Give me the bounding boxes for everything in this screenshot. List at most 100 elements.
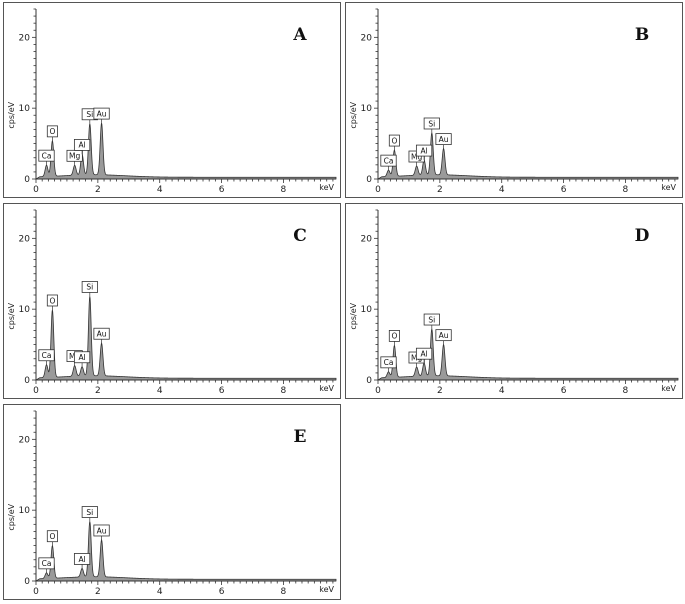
spectrum-area — [376, 327, 679, 381]
peak-label-o: O — [46, 294, 58, 310]
y-tick-label: 20 — [19, 33, 31, 43]
y-tick-label: 20 — [361, 33, 373, 43]
peak-label-si: Si — [423, 117, 440, 133]
spectrum-area — [376, 131, 679, 180]
x-tick-label: 6 — [561, 185, 567, 195]
svg-text:Si: Si — [86, 283, 93, 292]
peak-label-al: Al — [415, 144, 433, 161]
spectrum-panel-e: 0 2 4 6 8 0 10 20 keV cps/eV E Ca O Al Si Au — [3, 404, 341, 600]
svg-text:Ca: Ca — [42, 559, 52, 568]
svg-text:Au: Au — [97, 109, 107, 118]
svg-text:O: O — [391, 332, 397, 341]
svg-text:Al: Al — [78, 555, 85, 564]
y-axis-label: cps/eV — [7, 503, 16, 530]
peak-label-ca: Ca — [38, 557, 55, 573]
peak-label-si: Si — [81, 281, 98, 297]
x-tick-label: 2 — [437, 386, 443, 396]
x-axis-label: keV — [319, 384, 334, 393]
svg-text:Al: Al — [420, 350, 427, 359]
spectrum-area — [34, 521, 337, 582]
x-axis-label: keV — [661, 183, 676, 192]
svg-text:Ca: Ca — [384, 156, 394, 165]
y-tick-label: 20 — [361, 234, 373, 244]
peak-label-o: O — [388, 330, 400, 346]
x-tick-label: 6 — [219, 386, 225, 396]
spectrum-panel-a: 0 2 4 6 8 0 10 20 keV cps/eV A Ca O Mg Al Si Au — [3, 2, 341, 198]
svg-text:Au: Au — [97, 330, 107, 339]
svg-text:Au: Au — [439, 331, 449, 340]
x-tick-label: 8 — [281, 185, 287, 195]
x-tick-label: 8 — [623, 386, 629, 396]
peak-label-ca: Ca — [380, 154, 397, 171]
x-tick-label: 6 — [219, 587, 225, 597]
svg-text:O: O — [49, 127, 55, 136]
y-tick-label: 10 — [19, 305, 31, 315]
svg-text:Si: Si — [86, 508, 93, 517]
x-axis-label: keV — [319, 585, 334, 594]
x-tick-label: 4 — [157, 386, 163, 396]
x-tick-label: 0 — [375, 185, 381, 195]
panel-letter: E — [294, 427, 307, 447]
peak-label-al: Al — [73, 553, 91, 569]
svg-text:Mg: Mg — [411, 152, 422, 161]
peak-label-si: Si — [423, 313, 440, 330]
y-axis-label: cps/eV — [7, 302, 16, 329]
peak-label-o: O — [46, 125, 58, 141]
peak-label-al: Al — [73, 351, 91, 367]
spectrum-panel-b: 0 2 4 6 8 0 10 20 keV cps/eV B Ca O Mg Al Si Au — [345, 2, 683, 198]
peak-label-au: Au — [93, 107, 110, 124]
y-axis-label: cps/eV — [7, 101, 16, 128]
x-tick-label: 4 — [499, 185, 505, 195]
peak-label-al: Al — [415, 347, 433, 364]
peak-label-si: Si — [81, 506, 98, 522]
panel-letter: D — [635, 226, 650, 246]
y-tick-label: 10 — [361, 104, 373, 114]
svg-text:Ca: Ca — [384, 358, 394, 367]
x-tick-label: 8 — [281, 587, 287, 597]
panel-letter: B — [635, 25, 649, 45]
x-tick-label: 4 — [499, 386, 505, 396]
peak-label-ca: Ca — [38, 349, 55, 365]
spectrum-svg: 0 2 4 6 8 0 10 20 keV cps/eV A Ca O Mg Al Si Au — [7, 8, 337, 195]
y-tick-label: 0 — [366, 376, 372, 386]
svg-text:Au: Au — [97, 526, 107, 535]
svg-text:Al: Al — [420, 146, 427, 155]
svg-text:O: O — [391, 136, 397, 145]
y-tick-label: 0 — [366, 175, 372, 185]
svg-text:O: O — [49, 532, 55, 541]
svg-text:Si: Si — [428, 119, 435, 128]
svg-text:Ca: Ca — [42, 351, 52, 360]
svg-text:Au: Au — [439, 135, 449, 144]
y-tick-label: 20 — [19, 234, 31, 244]
peak-label-au: Au — [93, 524, 110, 540]
spectrum-area — [34, 296, 337, 381]
x-axis-label: keV — [319, 183, 334, 192]
x-tick-label: 4 — [157, 587, 163, 597]
svg-text:Si: Si — [86, 110, 93, 119]
spectrum-svg: 0 2 4 6 8 0 10 20 keV cps/eV E Ca O Al Si Au — [7, 410, 337, 597]
y-tick-label: 0 — [24, 376, 30, 386]
y-tick-label: 10 — [19, 104, 31, 114]
peak-label-al: Al — [73, 139, 91, 155]
x-tick-label: 2 — [95, 386, 101, 396]
x-tick-label: 6 — [219, 185, 225, 195]
peak-label-au: Au — [93, 327, 110, 344]
panel-letter: A — [292, 25, 307, 45]
panel-letter: C — [293, 226, 307, 246]
x-tick-label: 2 — [95, 587, 101, 597]
svg-text:O: O — [49, 296, 55, 305]
peak-label-au: Au — [435, 133, 452, 149]
y-axis-label: cps/eV — [349, 101, 358, 128]
svg-text:Al: Al — [78, 141, 85, 150]
y-tick-label: 10 — [361, 305, 373, 315]
y-tick-label: 20 — [19, 435, 31, 445]
svg-text:Si: Si — [428, 315, 435, 324]
y-tick-label: 10 — [19, 506, 31, 516]
y-tick-label: 0 — [24, 175, 30, 185]
x-tick-label: 6 — [561, 386, 567, 396]
